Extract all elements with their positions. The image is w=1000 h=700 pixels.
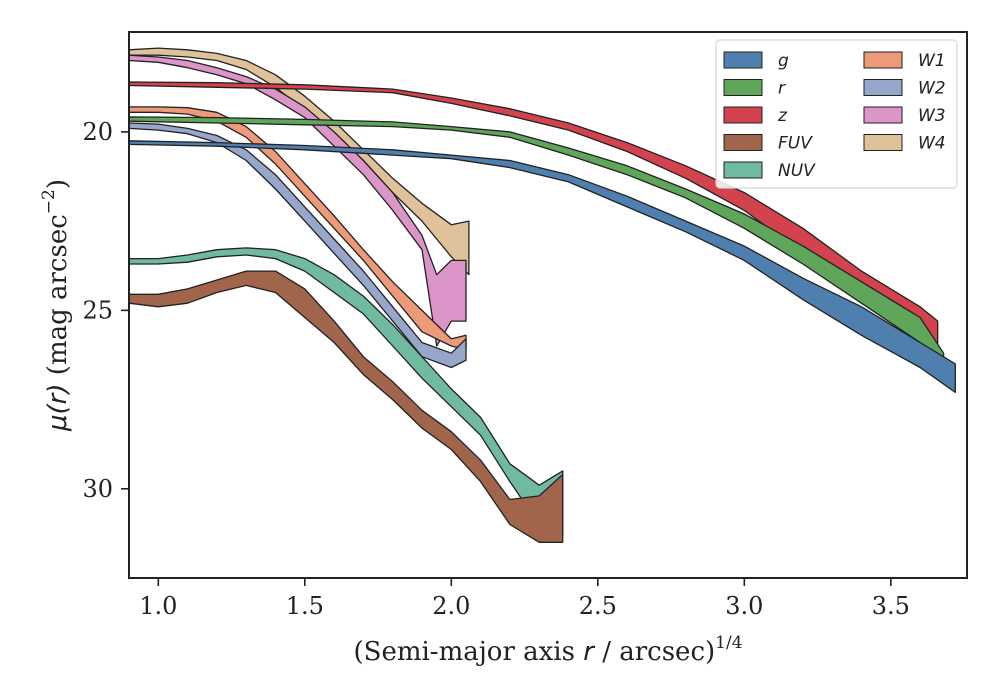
legend-swatch-z: [723, 106, 763, 124]
x-tick-label: 2.5: [579, 592, 617, 620]
legend-label-w2: W2: [918, 79, 946, 99]
legend-label-g: g: [778, 51, 789, 71]
legend-swatch-nuv: [723, 161, 763, 179]
legend-label-z: z: [777, 106, 788, 126]
legend: grz FUV NUV W1 W2 W3 W4: [715, 39, 958, 189]
y-tick-label: 20: [82, 118, 113, 146]
legend-label-w1: W1: [918, 51, 946, 71]
legend-label-nuv: NUV: [778, 161, 816, 181]
y-tick-label: 30: [82, 475, 113, 503]
legend-swatch-w4: [863, 134, 903, 151]
series-band-g: [128, 140, 956, 394]
series-band-fuv: [128, 270, 564, 543]
legend-item-z: z: [723, 106, 788, 126]
legend-item-g: g: [723, 51, 789, 71]
legend-swatch-r: [723, 79, 763, 96]
axes: 1.0 1.5 2.0 2.5 3.0 3.5 20 25 30 (Semi-major axis…: [39, 31, 968, 667]
legend-label-fuv: FUV: [778, 134, 813, 154]
legend-label-w4: W4: [918, 134, 946, 154]
series-band-w4: [128, 47, 470, 276]
legend-item-w4: W4: [863, 134, 946, 154]
legend-swatch-w3: [863, 106, 903, 124]
legend-item-r: r: [723, 79, 786, 99]
y-axis-title: μ(r) (mag arcsec−2): [39, 179, 73, 432]
legend-item-fuv: FUV: [723, 134, 813, 154]
plot-frame: [128, 31, 968, 579]
legend-item-w2: W2: [863, 79, 946, 99]
legend-label-r: r: [778, 79, 786, 99]
series-bands: [128, 47, 956, 543]
x-tick-label: 3.0: [725, 592, 763, 620]
series-band-w2: [128, 122, 467, 369]
x-tick-label: 2.0: [432, 592, 470, 620]
x-tick-label: 1.5: [286, 592, 324, 620]
legend-swatch-fuv: [723, 134, 763, 151]
x-tick-label: 3.5: [872, 592, 910, 620]
legend-swatch-w2: [863, 79, 903, 96]
legend-item-nuv: NUV: [723, 161, 816, 181]
legend-item-w1: W1: [863, 51, 946, 71]
legend-item-w3: W3: [863, 106, 946, 126]
legend-swatch-g: [723, 51, 763, 69]
legend-label-w3: W3: [918, 106, 946, 126]
x-tick-label: 1.0: [139, 592, 177, 620]
x-axis-title: (Semi-major axis r / arcsec)1/4: [353, 633, 742, 667]
y-tick-label: 25: [82, 296, 113, 324]
legend-swatch-w1: [863, 51, 903, 69]
